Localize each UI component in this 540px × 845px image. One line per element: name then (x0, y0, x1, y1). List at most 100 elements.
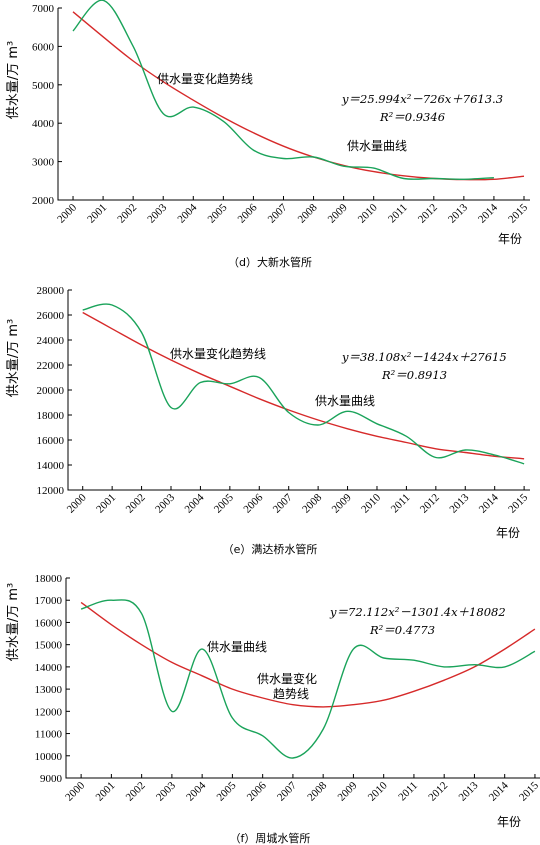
supply-curve-label: 供水量曲线 (315, 394, 375, 408)
supply-curve (82, 303, 525, 465)
x-tick-label: 2005 (205, 201, 229, 225)
supply-curve-label: 供水量曲线 (207, 640, 267, 654)
y-tick-label: 7000 (32, 3, 55, 15)
x-tick-label: 2005 (212, 491, 236, 515)
y-tick-label: 3000 (32, 157, 55, 169)
regression-equation: y＝72.112x²－1301.4x＋18082 (329, 605, 506, 619)
x-tick-label: 2012 (416, 202, 440, 226)
x-axis-label: 年份 (497, 815, 521, 829)
r-squared: R²＝0.9346 (379, 110, 445, 124)
x-tick-label: 2013 (456, 779, 480, 803)
x-tick-label: 2010 (356, 201, 380, 225)
y-tick-label: 12000 (37, 485, 65, 497)
regression-equation: y＝25.994x²－726x＋7613.3 (341, 92, 503, 106)
y-tick-label: 20000 (37, 385, 65, 397)
y-tick-label: 4000 (32, 118, 55, 130)
x-tick-label: 2004 (175, 201, 199, 225)
y-tick-label: 17000 (35, 595, 63, 607)
x-tick-label: 2014 (476, 201, 500, 225)
y-tick-label: 12000 (35, 706, 63, 718)
x-tick-label: 2003 (154, 779, 178, 803)
x-tick-label: 2012 (426, 780, 450, 804)
y-tick-label: 24000 (37, 335, 65, 347)
y-tick-label: 28000 (37, 285, 65, 297)
supply-curve (72, 0, 494, 181)
x-tick-label: 2015 (506, 201, 530, 225)
trend-line-label: 供水量变化趋势线 (157, 71, 253, 86)
chart-caption: （f）周城水管所 (230, 831, 311, 845)
supply-curve-label: 供水量曲线 (347, 139, 407, 153)
chart-f: 9000 10000 11000 12000 13000 14000 15000 16000 1… (6, 573, 540, 845)
y-tick-label: 18000 (37, 410, 65, 422)
trend-line-label-2: 趋势线 (273, 687, 309, 701)
y-axis-label: 供水量/万 m³ (6, 41, 21, 119)
x-tick-label: 2009 (330, 491, 354, 515)
chart-e: 12000 14000 16000 18000 20000 22000 24000 26000… (6, 285, 531, 556)
y-tick-label: 14000 (35, 662, 63, 674)
trend-line (80, 601, 536, 708)
x-tick-label: 2010 (359, 491, 383, 515)
axis-lines (65, 578, 540, 779)
y-tick-label: 2000 (32, 195, 55, 207)
y-tick-label: 18000 (35, 573, 63, 585)
x-tick-label: 2015 (517, 779, 540, 803)
x-tick-label: 2011 (396, 780, 420, 804)
y-tick-label: 16000 (37, 435, 65, 447)
x-axis-label: 年份 (498, 232, 522, 246)
x-tick-label: 2001 (93, 780, 117, 804)
x-tick-label: 2011 (386, 202, 410, 226)
x-tick-label: 2015 (506, 491, 530, 515)
trend-line (82, 311, 525, 460)
x-tick-label: 2014 (487, 779, 511, 803)
y-tick-label: 13000 (35, 684, 63, 696)
x-tick-label: 2009 (326, 201, 350, 225)
x-tick-label: 2001 (85, 202, 109, 226)
x-axis-label: 年份 (496, 526, 520, 540)
x-tick-label: 2005 (214, 779, 238, 803)
y-tick-label: 9000 (40, 773, 63, 785)
x-tick-label: 2002 (115, 202, 139, 226)
x-tick-label: 2001 (94, 492, 118, 516)
x-tick-label: 2004 (182, 491, 206, 515)
y-tick-label: 6000 (32, 41, 55, 53)
x-tick-label: 2007 (275, 779, 299, 803)
x-tick-label: 2000 (65, 491, 89, 515)
y-tick-label: 26000 (37, 310, 65, 322)
x-tick-label: 2003 (153, 491, 177, 515)
y-tick-label: 5000 (32, 80, 55, 92)
chart-caption: （d）大新水管所 (228, 255, 312, 269)
axis-lines (67, 290, 530, 491)
x-tick-label: 2008 (305, 779, 329, 803)
y-tick-label: 11000 (35, 729, 63, 741)
x-tick-label: 2007 (271, 491, 295, 515)
x-tick-label: 2014 (477, 491, 501, 515)
x-tick-label: 2009 (335, 779, 359, 803)
x-tick-label: 2007 (266, 201, 290, 225)
x-tick-label: 2006 (235, 201, 259, 225)
x-tick-label: 2000 (55, 201, 79, 225)
y-axis-label: 供水量/万 m³ (6, 583, 21, 661)
chart-caption: （e）满达桥水管所 (223, 542, 318, 556)
x-tick-label: 2006 (245, 779, 269, 803)
x-tick-label: 2002 (124, 492, 148, 516)
supply-curve (80, 599, 536, 759)
axis-lines (57, 8, 530, 201)
x-tick-label: 2012 (418, 492, 442, 516)
y-tick-label: 15000 (35, 640, 63, 652)
x-tick-label: 2013 (447, 491, 471, 515)
r-squared: R²＝0.8913 (381, 368, 447, 382)
x-tick-label: 2000 (63, 779, 87, 803)
regression-equation: y＝38.108x²－1424x＋27615 (341, 350, 507, 364)
x-tick-label: 2008 (300, 491, 324, 515)
x-tick-label: 2003 (145, 201, 169, 225)
y-tick-label: 14000 (37, 460, 65, 472)
x-tick-label: 2011 (389, 492, 413, 516)
y-tick-label: 22000 (37, 360, 65, 372)
x-tick-label: 2002 (124, 780, 148, 804)
y-tick-label: 10000 (35, 751, 63, 763)
x-tick-label: 2006 (241, 491, 265, 515)
x-tick-label: 2004 (184, 779, 208, 803)
r-squared: R²＝0.4773 (369, 623, 435, 637)
